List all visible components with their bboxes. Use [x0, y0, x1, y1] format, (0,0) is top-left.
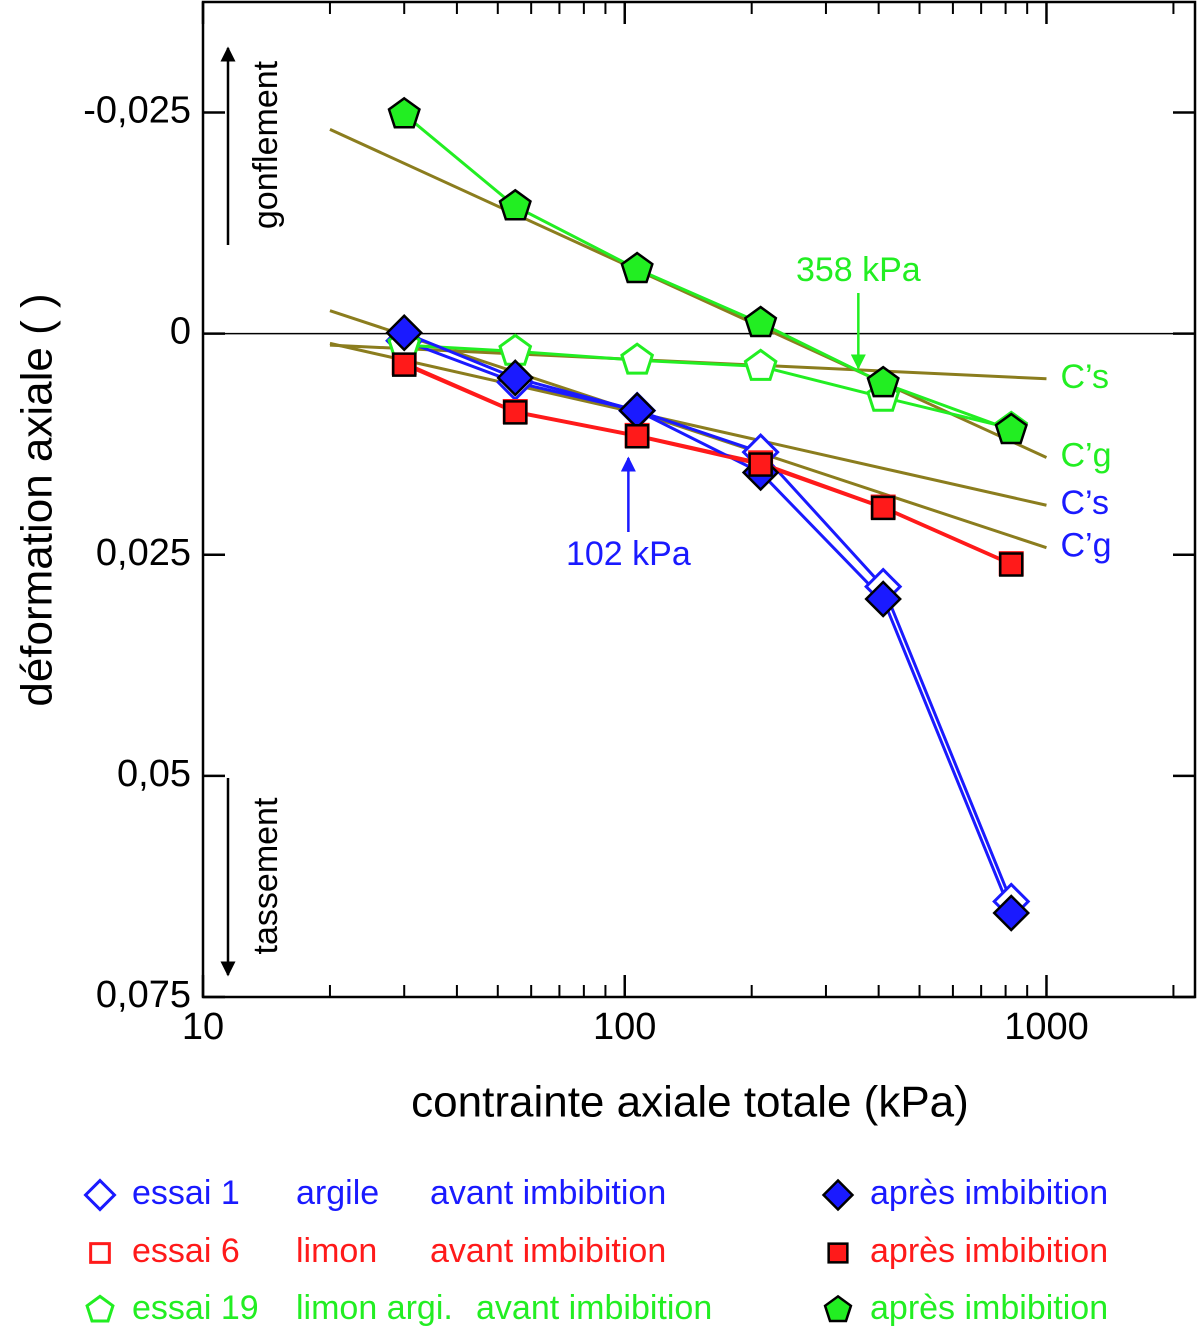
series-line: [403, 331, 1013, 914]
legend-test: essai 1: [132, 1174, 240, 1212]
fit-line-label: C’s: [1060, 358, 1109, 396]
y-axis-label: déformation axiale ( ): [13, 293, 62, 706]
marker: [743, 348, 778, 381]
legend-test: essai 6: [132, 1232, 240, 1270]
marker: [83, 1178, 117, 1212]
y-tick-label: 0,075: [96, 974, 191, 1016]
series-line: [403, 113, 1012, 432]
legend-label: avant imbibition: [430, 1232, 666, 1270]
y-tick-label: -0,025: [83, 90, 191, 132]
fit-line-label: C’s: [1060, 484, 1109, 522]
marker: [748, 452, 773, 477]
series-line: [404, 343, 1012, 430]
direction-label: tassement: [247, 797, 285, 954]
x-axis-label: contrainte axiale totale (kPa): [411, 1078, 969, 1127]
marker: [994, 412, 1028, 445]
legend-material: argile: [296, 1174, 379, 1212]
marker: [743, 305, 778, 338]
marker: [391, 352, 417, 377]
y-tick-label: 0,05: [117, 753, 191, 795]
legend-test: essai 19: [132, 1289, 259, 1327]
marker: [502, 400, 528, 425]
marker: [992, 894, 1031, 932]
series-line: [403, 361, 1012, 565]
x-tick-label: 1000: [1004, 1006, 1089, 1048]
marker: [624, 424, 650, 449]
y-tick-label: 0: [170, 311, 191, 353]
series-line: [403, 339, 1013, 903]
legend-label: avant imbibition: [476, 1289, 712, 1327]
x-tick-label: 10: [182, 1006, 224, 1048]
annotation: 358 kPa: [796, 251, 921, 289]
fit-line-label: C’g: [1060, 527, 1111, 565]
marker: [866, 365, 900, 398]
y-tick-label: 0,025: [96, 532, 191, 574]
marker: [864, 580, 902, 618]
annotation: 102 kPa: [566, 535, 691, 573]
marker: [821, 1178, 855, 1212]
fit-line: [329, 127, 1048, 459]
marker: [620, 251, 654, 284]
marker: [618, 391, 656, 430]
x-tick-label: 100: [593, 1006, 656, 1048]
marker: [823, 1294, 853, 1323]
series-line: [403, 363, 1012, 566]
marker: [870, 495, 896, 521]
plot-frame: [201, 0, 1197, 999]
fit-line-label: C’g: [1060, 436, 1111, 474]
legend-material: limon argi.: [296, 1289, 453, 1327]
marker: [89, 1242, 111, 1264]
legend-label: après imbibition: [870, 1232, 1108, 1270]
marker: [827, 1242, 849, 1264]
marker: [496, 359, 535, 397]
marker: [385, 314, 423, 352]
marker: [387, 96, 421, 129]
direction-label: gonflement: [247, 60, 285, 229]
marker: [85, 1294, 115, 1323]
fit-line: [329, 341, 1047, 507]
marker: [498, 188, 532, 221]
legend-material: limon: [296, 1232, 377, 1270]
legend-label: après imbibition: [870, 1289, 1108, 1327]
legend-label: avant imbibition: [430, 1174, 666, 1212]
marker: [998, 552, 1024, 577]
marker: [620, 342, 655, 375]
legend-label: après imbibition: [870, 1174, 1108, 1212]
